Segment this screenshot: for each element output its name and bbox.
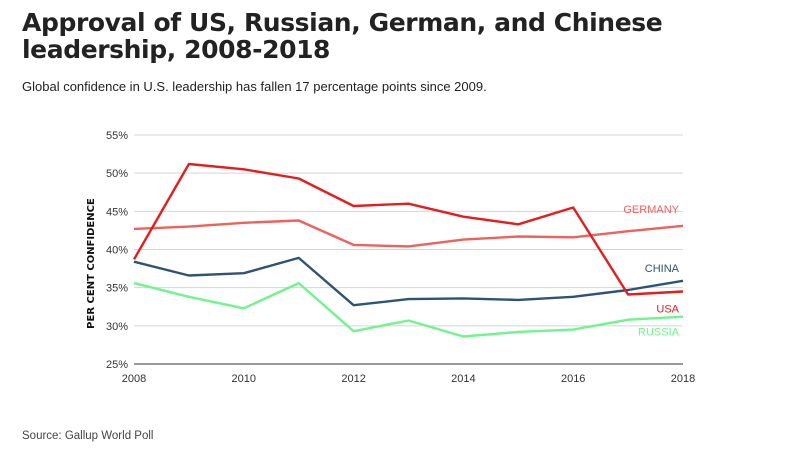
y-tick-label: 30%: [106, 321, 128, 333]
x-tick-label: 2014: [451, 373, 475, 385]
series-lines: [132, 162, 684, 338]
series-label-china: CHINA: [645, 263, 680, 275]
series-line-germany: [133, 219, 684, 248]
y-axis-label: PER CENT CONFIDENCE: [86, 198, 97, 329]
y-tick-label: 50%: [106, 168, 128, 180]
y-tick-label: 45%: [106, 206, 128, 218]
series-labels: GERMANY CHINA USA RUSSIA: [623, 204, 679, 339]
chart-subtitle: Global confidence in U.S. leadership has…: [22, 79, 487, 94]
gridlines: [134, 134, 683, 365]
y-tick-label: 35%: [106, 283, 128, 295]
series-label-russia: RUSSIA: [638, 327, 680, 339]
x-tick-label: 2018: [671, 373, 695, 385]
chart-title: Approval of US, Russian, German, and Chi…: [22, 8, 663, 64]
x-axis-ticks: 2008 2010 2012 2014 2016 2018: [122, 373, 695, 385]
x-tick-label: 2012: [341, 373, 365, 385]
y-tick-label: 25%: [106, 359, 128, 371]
x-tick-label: 2010: [232, 373, 256, 385]
series-label-germany: GERMANY: [623, 204, 679, 216]
y-tick-label: 55%: [106, 130, 128, 142]
series-label-usa: USA: [656, 303, 679, 315]
y-tick-label: 40%: [106, 245, 128, 257]
series-line-usa: [132, 162, 684, 296]
x-tick-label: 2016: [561, 373, 585, 385]
source-note: Source: Gallup World Poll: [22, 430, 154, 442]
x-tick-label: 2008: [122, 373, 146, 385]
series-line-russia: [133, 281, 684, 338]
series-line-china: [133, 256, 684, 307]
y-axis-ticks: 25% 30% 35% 40% 45% 50% 55%: [106, 130, 128, 371]
